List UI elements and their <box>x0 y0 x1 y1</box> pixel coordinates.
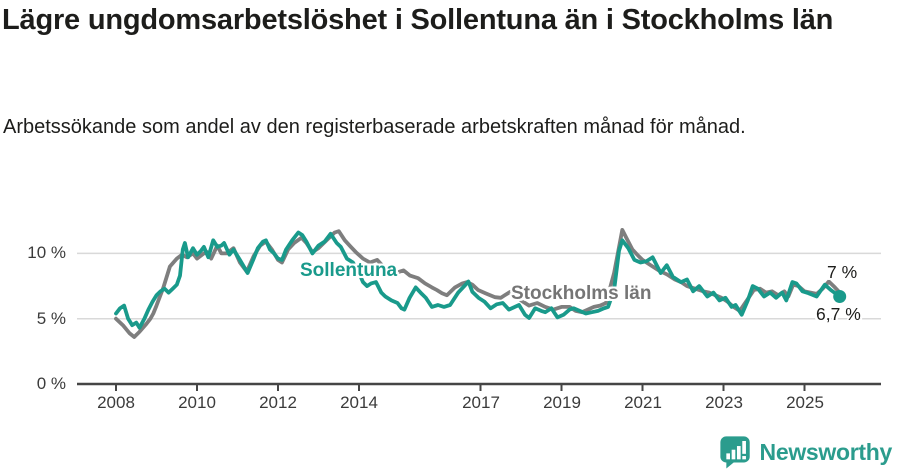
y-tick-label: 5 % <box>36 309 66 328</box>
newsworthy-logo[interactable]: Newsworthy <box>719 434 892 470</box>
x-tick-label: 2021 <box>624 393 662 412</box>
page-subtitle: Arbetssökande som andel av den registerb… <box>3 116 746 138</box>
x-tick-label: 2023 <box>705 393 743 412</box>
x-tick-label: 2025 <box>786 393 824 412</box>
x-tick-label: 2019 <box>543 393 581 412</box>
end-value-label-sollentuna: 6,7 % <box>816 304 861 324</box>
newsworthy-bar-chart-bubble-icon <box>719 436 750 469</box>
end-value-label-stockholms-lan: 7 % <box>827 262 858 282</box>
page-title: Lägre ungdomsarbetslöshet i Sollentuna ä… <box>2 4 834 36</box>
newsworthy-logo-text: Newsworthy <box>759 438 893 465</box>
series-label-stockholms-lan: Stockholms län <box>511 283 652 304</box>
y-tick-label: 0 % <box>36 374 66 393</box>
x-tick-label: 2008 <box>97 393 135 412</box>
series-end-dot <box>833 290 847 303</box>
x-tick-label: 2010 <box>178 393 216 412</box>
series-label-sollentuna: Sollentuna <box>300 260 398 281</box>
series-line-sollentuna <box>114 230 842 330</box>
x-tick-label: 2014 <box>340 393 378 412</box>
y-tick-label: 10 % <box>27 243 66 262</box>
x-tick-label: 2012 <box>259 393 297 412</box>
x-tick-label: 2017 <box>462 393 500 412</box>
